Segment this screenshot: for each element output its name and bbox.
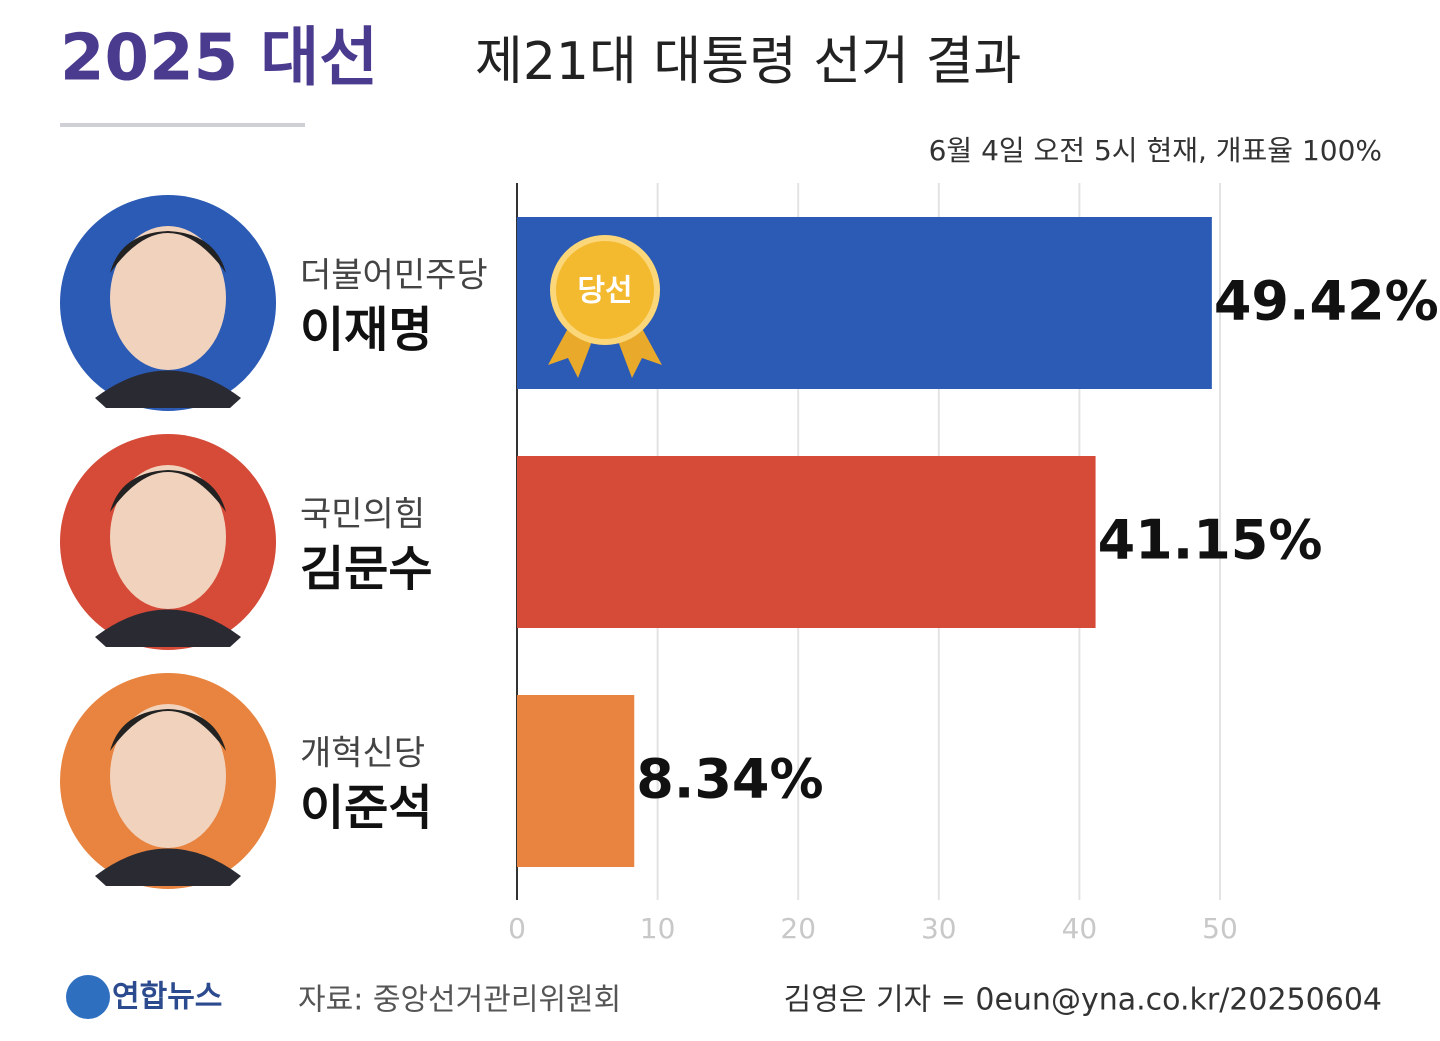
source: 자료: 중앙선거관리위원회 <box>298 983 621 1018</box>
suit <box>95 848 241 886</box>
x-tick-label: 40 <box>1062 912 1098 945</box>
party: 개혁신당 <box>300 734 425 774</box>
note: 6월 4일 오전 5시 현재, 개표율 100% <box>929 134 1382 167</box>
logo: 연합뉴스 <box>112 980 222 1015</box>
face <box>110 704 226 848</box>
chart-title: 2025 대선 <box>60 22 378 96</box>
face <box>110 226 226 370</box>
bar <box>517 456 1096 628</box>
candidate: 김문수 <box>300 541 432 597</box>
x-tick-label: 30 <box>921 912 957 945</box>
badge-label: 당선 <box>577 274 632 309</box>
value-label: 49.42% <box>1214 270 1439 333</box>
candidate: 이재명 <box>300 302 432 358</box>
photos <box>60 195 276 889</box>
value-label: 41.15% <box>1098 509 1323 572</box>
x-tick-label: 10 <box>640 912 676 945</box>
x-tick-label: 50 <box>1202 912 1238 945</box>
hair <box>110 231 226 273</box>
badge <box>550 235 660 345</box>
chart-subtitle: 제21대 대통령 선거 결과 <box>475 32 1021 92</box>
value-label: 8.34% <box>636 748 823 811</box>
x-tick-label: 0 <box>508 912 526 945</box>
logo-icon <box>66 975 110 1019</box>
bar <box>517 695 635 867</box>
party: 더불어민주당 <box>300 256 488 296</box>
candidate: 이준석 <box>300 780 432 836</box>
hair <box>110 470 226 512</box>
hair <box>110 709 226 751</box>
credit: 김영은 기자 = 0eun@yna.co.kr/20250604 <box>784 983 1382 1018</box>
party: 국민의힘 <box>300 495 425 535</box>
x-tick-label: 20 <box>780 912 816 945</box>
face <box>110 465 226 609</box>
suit <box>95 370 241 408</box>
suit <box>95 609 241 647</box>
